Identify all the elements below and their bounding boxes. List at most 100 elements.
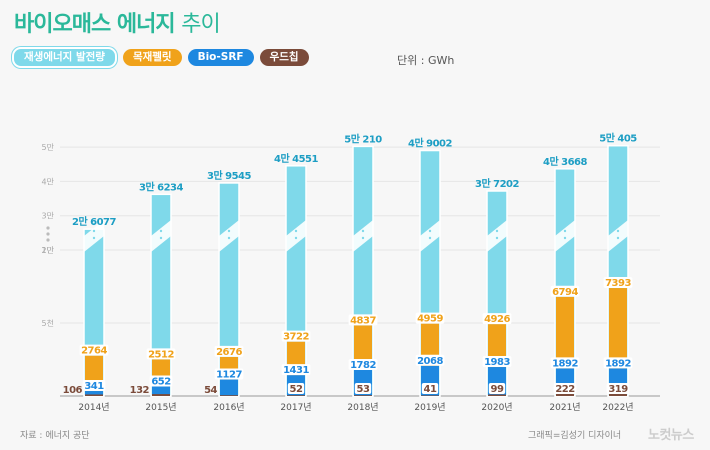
label-bio-srf-bg: [149, 375, 173, 387]
bar-bio-srf: [220, 379, 238, 396]
unit-label: 단위 : GWh: [397, 54, 455, 67]
label-renewable: 2만 6077: [72, 215, 117, 228]
label-wood-chip-bg: [421, 383, 439, 394]
label-bio-srf: 2068: [417, 356, 443, 367]
bar-wood-chip: [556, 392, 574, 396]
label-bio-srf: 652: [151, 376, 171, 387]
label-bio-srf: 1983: [484, 357, 510, 368]
credit-note: 그래픽=김성기 디자이너: [528, 431, 622, 441]
label-wood-pellet: 6794: [552, 287, 578, 298]
bar-wood-chip: [85, 394, 103, 396]
label-wood-pellet-bg: [348, 314, 378, 326]
label-renewable: 3만 7202: [475, 177, 520, 190]
bar-break-dot: [428, 222, 432, 226]
bar-break-dot: [294, 229, 298, 233]
bar-break-marker: [487, 220, 507, 252]
bar-break-dot: [495, 229, 499, 233]
bar-wood-chip: [220, 395, 238, 396]
bar-break-marker: [420, 220, 440, 252]
bar-break-dot: [159, 236, 163, 240]
bar-break-dot: [428, 236, 432, 240]
bar-break-dot: [495, 222, 499, 226]
y-tick-label: 4만: [42, 177, 55, 186]
legend-wood-pellet: 목재펠릿: [122, 48, 182, 66]
axis-break-dot: [46, 238, 50, 242]
label-wood-chip-bg: [553, 383, 577, 394]
label-wood-chip: 132: [130, 385, 150, 396]
label-renewable: 5만 210: [344, 132, 382, 145]
x-tick-label: 2019년: [414, 402, 445, 413]
y-tick-label: 5만: [42, 143, 55, 152]
axis-break-dot: [46, 226, 50, 230]
label-wood-pellet-bg: [146, 348, 176, 360]
bar-bio-srf: [85, 391, 103, 396]
label-renewable: 4만 9002: [408, 137, 453, 150]
bar-break-marker: [151, 220, 171, 252]
bar-bio-srf: [152, 386, 170, 396]
bar-break-dot: [92, 222, 96, 226]
x-tick-label: 2016년: [213, 402, 244, 413]
label-wood-chip-bg: [354, 383, 372, 394]
bar-break-marker: [353, 220, 373, 252]
bar-break-dot: [159, 222, 163, 226]
x-tick-label: 2014년: [78, 402, 109, 413]
y-tick-label: 3만: [42, 212, 55, 221]
bar-break-marker: [219, 220, 239, 252]
axis-break-dot: [46, 232, 50, 236]
label-wood-pellet-bg: [214, 345, 244, 357]
bar-break-dot: [563, 236, 567, 240]
chart-title: 바이오매스 에너지 추이: [14, 12, 221, 37]
bar-break-dot: [92, 236, 96, 240]
bar-break-dot: [159, 229, 163, 233]
label-wood-chip: 106: [63, 385, 83, 396]
x-tick-label: 2017년: [280, 402, 311, 413]
label-wood-pellet-bg: [79, 344, 109, 356]
label-wood-pellet-bg: [415, 312, 445, 324]
label-wood-chip: 53: [357, 384, 370, 395]
label-bio-srf: 1892: [552, 358, 578, 369]
bar-break-marker: [555, 220, 575, 252]
x-tick-label: 2021년: [549, 402, 580, 413]
bar-break-marker: [608, 220, 628, 252]
label-wood-pellet-bg: [482, 313, 512, 325]
x-tick-label: 2015년: [145, 402, 176, 413]
label-bio-srf-bg: [82, 380, 106, 392]
label-wood-chip: 99: [491, 384, 504, 395]
bar-break-dot: [227, 229, 231, 233]
y-tick-label: 1만: [42, 246, 55, 255]
bar-break-dot: [294, 222, 298, 226]
label-wood-pellet: 2512: [148, 349, 174, 360]
label-bio-srf-bg: [348, 358, 378, 370]
label-wood-pellet-bg: [550, 285, 580, 297]
bar-break-dot: [563, 222, 567, 226]
bar-wood-chip: [287, 395, 305, 396]
label-wood-chip: 54: [204, 385, 217, 396]
label-wood-pellet: 4926: [484, 314, 510, 325]
bar-wood-chip: [152, 394, 170, 396]
bar-break-dot: [428, 229, 432, 233]
bar-break-dot: [361, 222, 365, 226]
label-bio-srf: 1127: [216, 370, 242, 381]
label-wood-pellet: 4837: [350, 315, 376, 326]
bar-wood-chip: [488, 394, 506, 396]
label-bio-srf: 341: [84, 381, 104, 392]
bar-break-marker: [84, 220, 104, 252]
bar-break-dot: [616, 236, 620, 240]
label-bio-srf-bg: [550, 357, 580, 369]
bar-break-dot: [361, 229, 365, 233]
label-wood-chip-bg: [606, 383, 630, 394]
legend-wood-chip: 우드칩: [259, 48, 309, 66]
bar-break-dot: [294, 236, 298, 240]
label-bio-srf-bg: [482, 356, 512, 368]
bar-break-dot: [563, 229, 567, 233]
logo: 노컷뉴스: [648, 428, 694, 443]
label-wood-chip: 52: [290, 384, 303, 395]
label-renewable: 4만 4551: [274, 152, 319, 165]
bar-wood-chip: [421, 395, 439, 396]
legend-bio-srf: Bio-SRF: [187, 48, 254, 66]
bar-break-dot: [92, 229, 96, 233]
bar-break-dot: [361, 236, 365, 240]
label-wood-chip: 319: [608, 384, 628, 395]
